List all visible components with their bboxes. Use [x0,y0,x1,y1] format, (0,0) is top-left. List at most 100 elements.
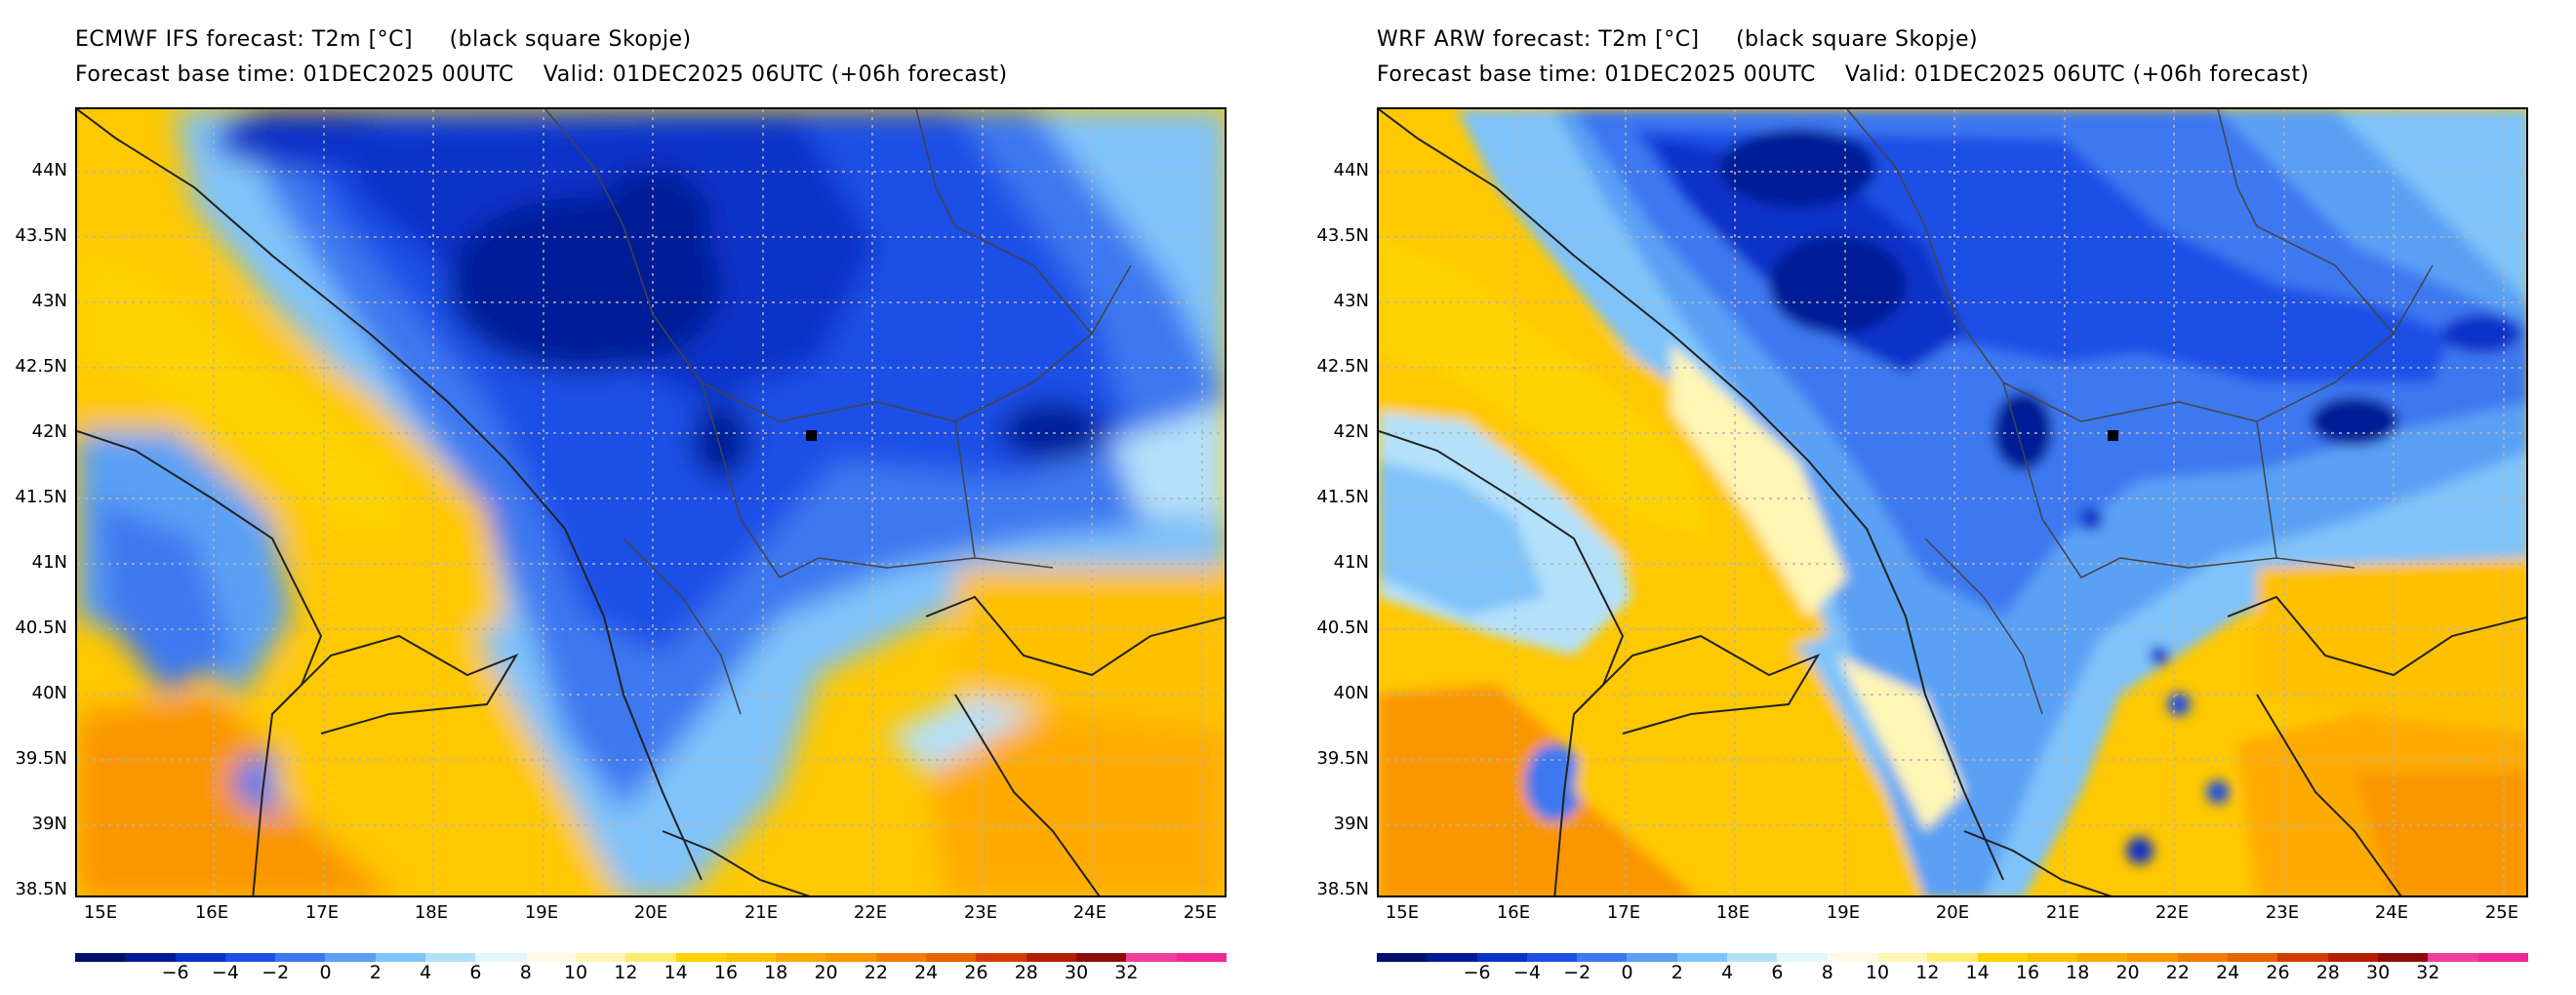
lat-label: 40.5N [1316,617,1369,638]
lon-label: 16E [194,902,229,923]
lon-label: 24E [1072,902,1107,923]
colorbar-label: 32 [2416,962,2440,983]
lon-label: 25E [1183,902,1218,923]
lat-label: 40.5N [15,617,67,638]
colorbar-label: 32 [1114,962,1139,983]
lat-label: 42.5N [1316,356,1369,377]
colorbar-swatch [1577,953,1628,962]
panel-subtitle: Forecast base time: 01DEC2025 00UTC Vali… [75,62,1008,87]
colorbar-label: 30 [2365,962,2391,983]
colorbar-label: 28 [2315,962,2340,983]
colorbar-label: 2 [369,962,382,983]
colorbar-swatch [175,953,225,962]
colorbar-label: 10 [563,962,588,983]
lon-label: 22E [2154,902,2190,923]
colorbar-swatch [1777,953,1828,962]
lon-label: 24E [2374,902,2409,923]
colorbar-label: 28 [1014,962,1038,983]
map-field [77,109,1225,896]
colorbar-label: 14 [1965,962,1990,983]
colorbar-swatch [1377,953,1428,962]
colorbar [75,953,1227,962]
lon-label: 15E [1385,902,1420,923]
lat-label: 39N [1333,814,1369,834]
colorbar-swatch [1526,953,1578,962]
colorbar-swatch [725,953,777,962]
colorbar-swatch [2477,953,2528,962]
colorbar-swatch [825,953,876,962]
lat-label: 43.5N [1316,225,1369,246]
colorbar-swatch [2177,953,2229,962]
colorbar-label: −2 [1563,962,1591,983]
colorbar-label: 12 [1915,962,1940,983]
colorbar-swatch [2077,953,2128,962]
colorbar-label: −4 [1512,962,1541,983]
colorbar-label: −2 [262,962,290,983]
lon-label: 18E [1715,902,1751,923]
colorbar-label: 22 [2165,962,2190,983]
colorbar-swatch [1126,953,1177,962]
ecmwf-panel: ECMWF IFS forecast: T2m [°C] (black squa… [15,27,1227,983]
lat-label: 42N [31,421,67,442]
colorbar-label: 6 [1771,962,1784,983]
colorbar-swatch [75,953,126,962]
lat-label: 39.5N [1316,748,1369,769]
colorbar-swatch [675,953,726,962]
lat-label: 43.5N [15,225,67,246]
skopje-marker [806,430,817,441]
lon-label: 17E [1606,902,1641,923]
colorbar-label: 26 [2266,962,2290,983]
colorbar-swatch [1876,953,1928,962]
lon-label: 20E [1935,902,1970,923]
colorbar-swatch [2377,953,2429,962]
colorbar-swatch [1927,953,1978,962]
colorbar-swatch [875,953,927,962]
temperature-map [1377,107,2528,897]
lat-label: 43N [1333,291,1369,311]
colorbar-label: −6 [161,962,189,983]
colorbar-swatch [1627,953,1677,962]
lon-label: 18E [414,902,449,923]
country-borders [1846,109,2434,715]
colorbar-label: 24 [2216,962,2240,983]
lat-label: 39.5N [15,748,67,769]
colorbar-swatch [1827,953,1877,962]
colorbar-swatch [1476,953,1527,962]
colorbar-swatch [275,953,326,962]
colorbar-label: 2 [1670,962,1683,983]
colorbar-label: 0 [319,962,332,983]
lat-label: 41.5N [15,487,67,507]
colorbar-label: 4 [1721,962,1734,983]
colorbar [1377,953,2528,962]
colorbar-swatch [1676,953,1728,962]
colorbar-swatch [2327,953,2378,962]
colorbar-swatch [375,953,426,962]
colorbar-label: 12 [614,962,638,983]
colorbar-swatch [2027,953,2078,962]
colorbar-swatch [325,953,376,962]
colorbar-swatch [425,953,476,962]
lat-label: 38.5N [15,879,67,899]
lat-label: 41N [31,552,67,573]
colorbar-swatch [1727,953,1778,962]
colorbar-label: 18 [764,962,788,983]
lat-label: 39N [31,814,67,834]
country-borders [544,109,1132,715]
lat-label: 41.5N [1316,487,1369,507]
colorbar-swatch [125,953,176,962]
colorbar-swatch [926,953,977,962]
lon-label: 21E [2045,902,2080,923]
colorbar-swatch [2228,953,2278,962]
lon-label: 20E [633,902,668,923]
colorbar-swatch [224,953,276,962]
lat-label: 41N [1333,552,1369,573]
colorbar-label: 14 [664,962,688,983]
lat-label: 44N [31,160,67,180]
lon-label: 21E [744,902,779,923]
skopje-marker [2108,430,2118,441]
colorbar-label: 20 [2115,962,2140,983]
colorbar-label: 22 [864,962,888,983]
lon-label: 19E [1826,902,1861,923]
lat-label: 42.5N [15,356,67,377]
lon-label: 22E [853,902,888,923]
